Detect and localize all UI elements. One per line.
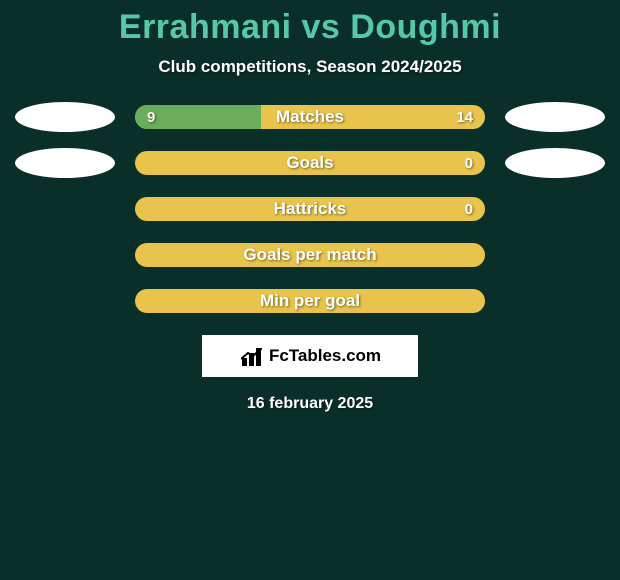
stat-label: Hattricks <box>135 197 485 221</box>
stat-label: Goals <box>135 151 485 175</box>
comparison-card: Errahmani vs Doughmi Club competitions, … <box>0 0 620 580</box>
chart-icon <box>239 346 265 366</box>
source-badge-text: FcTables.com <box>269 346 381 366</box>
stat-value-right: 14 <box>456 105 473 129</box>
stat-bar: Matches9 14 <box>135 105 485 129</box>
stat-row: Goals0 <box>0 151 620 175</box>
player-avatar-right <box>505 148 605 178</box>
stat-row: Min per goal <box>0 289 620 313</box>
stat-row: Hattricks0 <box>0 197 620 221</box>
stat-bar: Min per goal <box>135 289 485 313</box>
stat-value-right: 0 <box>465 151 473 175</box>
stat-bar: Hattricks0 <box>135 197 485 221</box>
date-label: 16 february 2025 <box>0 395 620 413</box>
stat-value-right: 0 <box>465 197 473 221</box>
stat-label: Min per goal <box>135 289 485 313</box>
page-title: Errahmani vs Doughmi <box>0 8 620 47</box>
player-avatar-right <box>505 102 605 132</box>
stat-bar: Goals per match <box>135 243 485 267</box>
subtitle: Club competitions, Season 2024/2025 <box>0 57 620 77</box>
player-avatar-left <box>15 102 115 132</box>
stat-label: Matches <box>135 105 485 129</box>
source-badge: FcTables.com <box>202 335 418 377</box>
stat-value-left: 9 <box>147 105 155 129</box>
stat-bar: Goals0 <box>135 151 485 175</box>
stat-row: Matches9 14 <box>0 105 620 129</box>
stat-rows: Matches914Goals0Hattricks0Goals per matc… <box>0 105 620 313</box>
stat-label: Goals per match <box>135 243 485 267</box>
player-avatar-left <box>15 148 115 178</box>
stat-row: Goals per match <box>0 243 620 267</box>
